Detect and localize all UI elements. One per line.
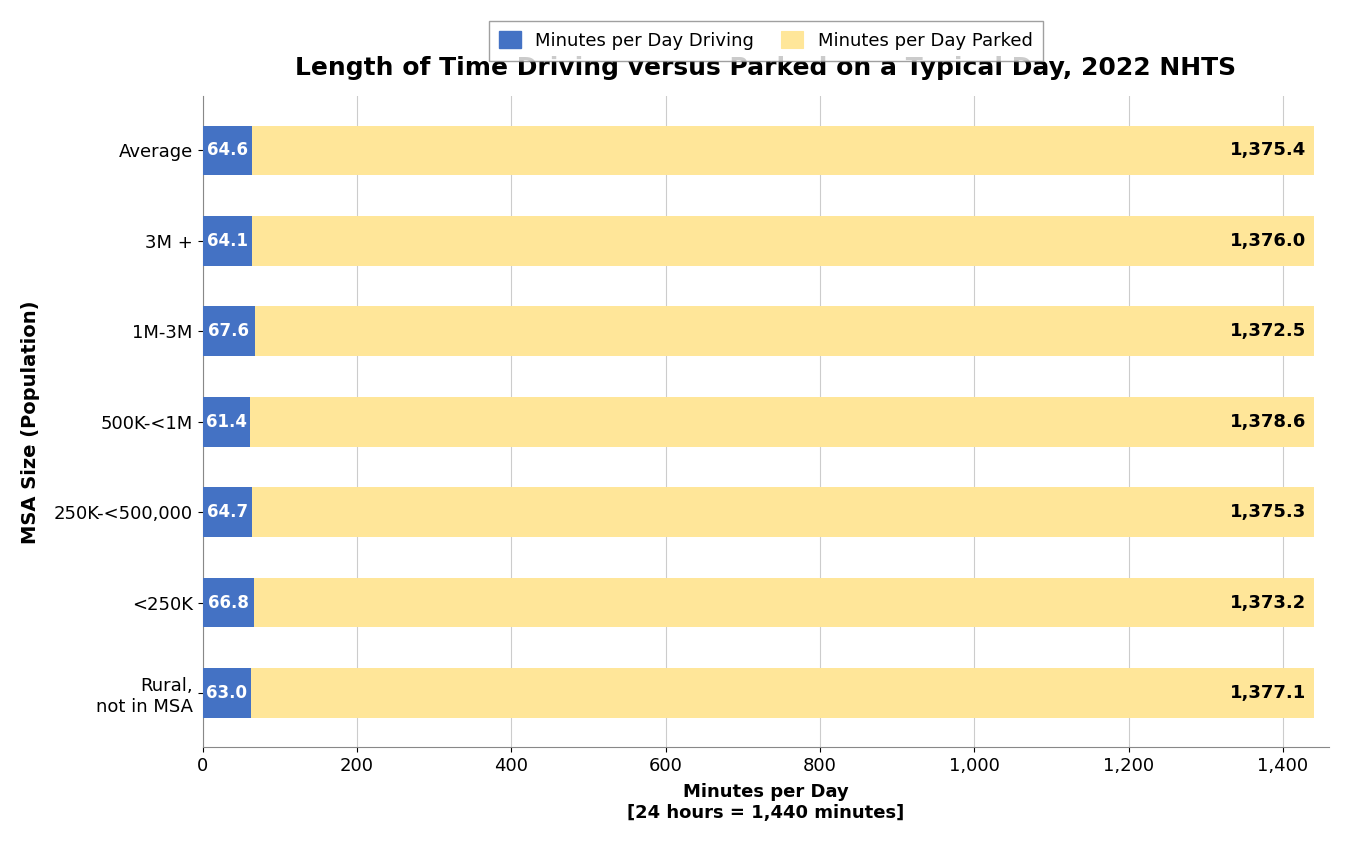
Bar — [202, 487, 252, 537]
Title: Length of Time Driving versus Parked on a Typical Day, 2022 NHTS: Length of Time Driving versus Parked on … — [296, 56, 1237, 80]
Text: 64.6: 64.6 — [207, 142, 248, 159]
Text: 66.8: 66.8 — [208, 593, 248, 612]
Bar — [254, 577, 1314, 627]
Text: 64.7: 64.7 — [207, 503, 248, 521]
Text: 67.6: 67.6 — [208, 322, 250, 341]
Text: 63.0: 63.0 — [207, 684, 247, 702]
Bar — [251, 668, 1314, 718]
Text: 1,375.3: 1,375.3 — [1230, 503, 1305, 521]
Text: 1,372.5: 1,372.5 — [1230, 322, 1305, 341]
Bar — [252, 126, 1314, 175]
Legend: Minutes per Day Driving, Minutes per Day Parked: Minutes per Day Driving, Minutes per Day… — [489, 20, 1044, 61]
Bar — [202, 126, 252, 175]
Bar — [202, 577, 254, 627]
Text: 1,377.1: 1,377.1 — [1230, 684, 1305, 702]
Text: 1,378.6: 1,378.6 — [1230, 413, 1305, 431]
Y-axis label: MSA Size (Population): MSA Size (Population) — [20, 300, 40, 544]
Bar — [255, 307, 1314, 357]
Bar — [202, 397, 250, 447]
Text: 64.1: 64.1 — [207, 232, 248, 250]
Bar — [202, 668, 251, 718]
Text: 1,373.2: 1,373.2 — [1230, 593, 1305, 612]
Text: 1,375.4: 1,375.4 — [1230, 142, 1305, 159]
X-axis label: Minutes per Day
[24 hours = 1,440 minutes]: Minutes per Day [24 hours = 1,440 minute… — [628, 783, 904, 822]
Bar — [252, 216, 1314, 266]
Bar — [202, 216, 252, 266]
Text: 1,376.0: 1,376.0 — [1230, 232, 1305, 250]
Bar — [250, 397, 1314, 447]
Text: 61.4: 61.4 — [205, 413, 247, 431]
Bar — [202, 307, 255, 357]
Bar — [252, 487, 1314, 537]
